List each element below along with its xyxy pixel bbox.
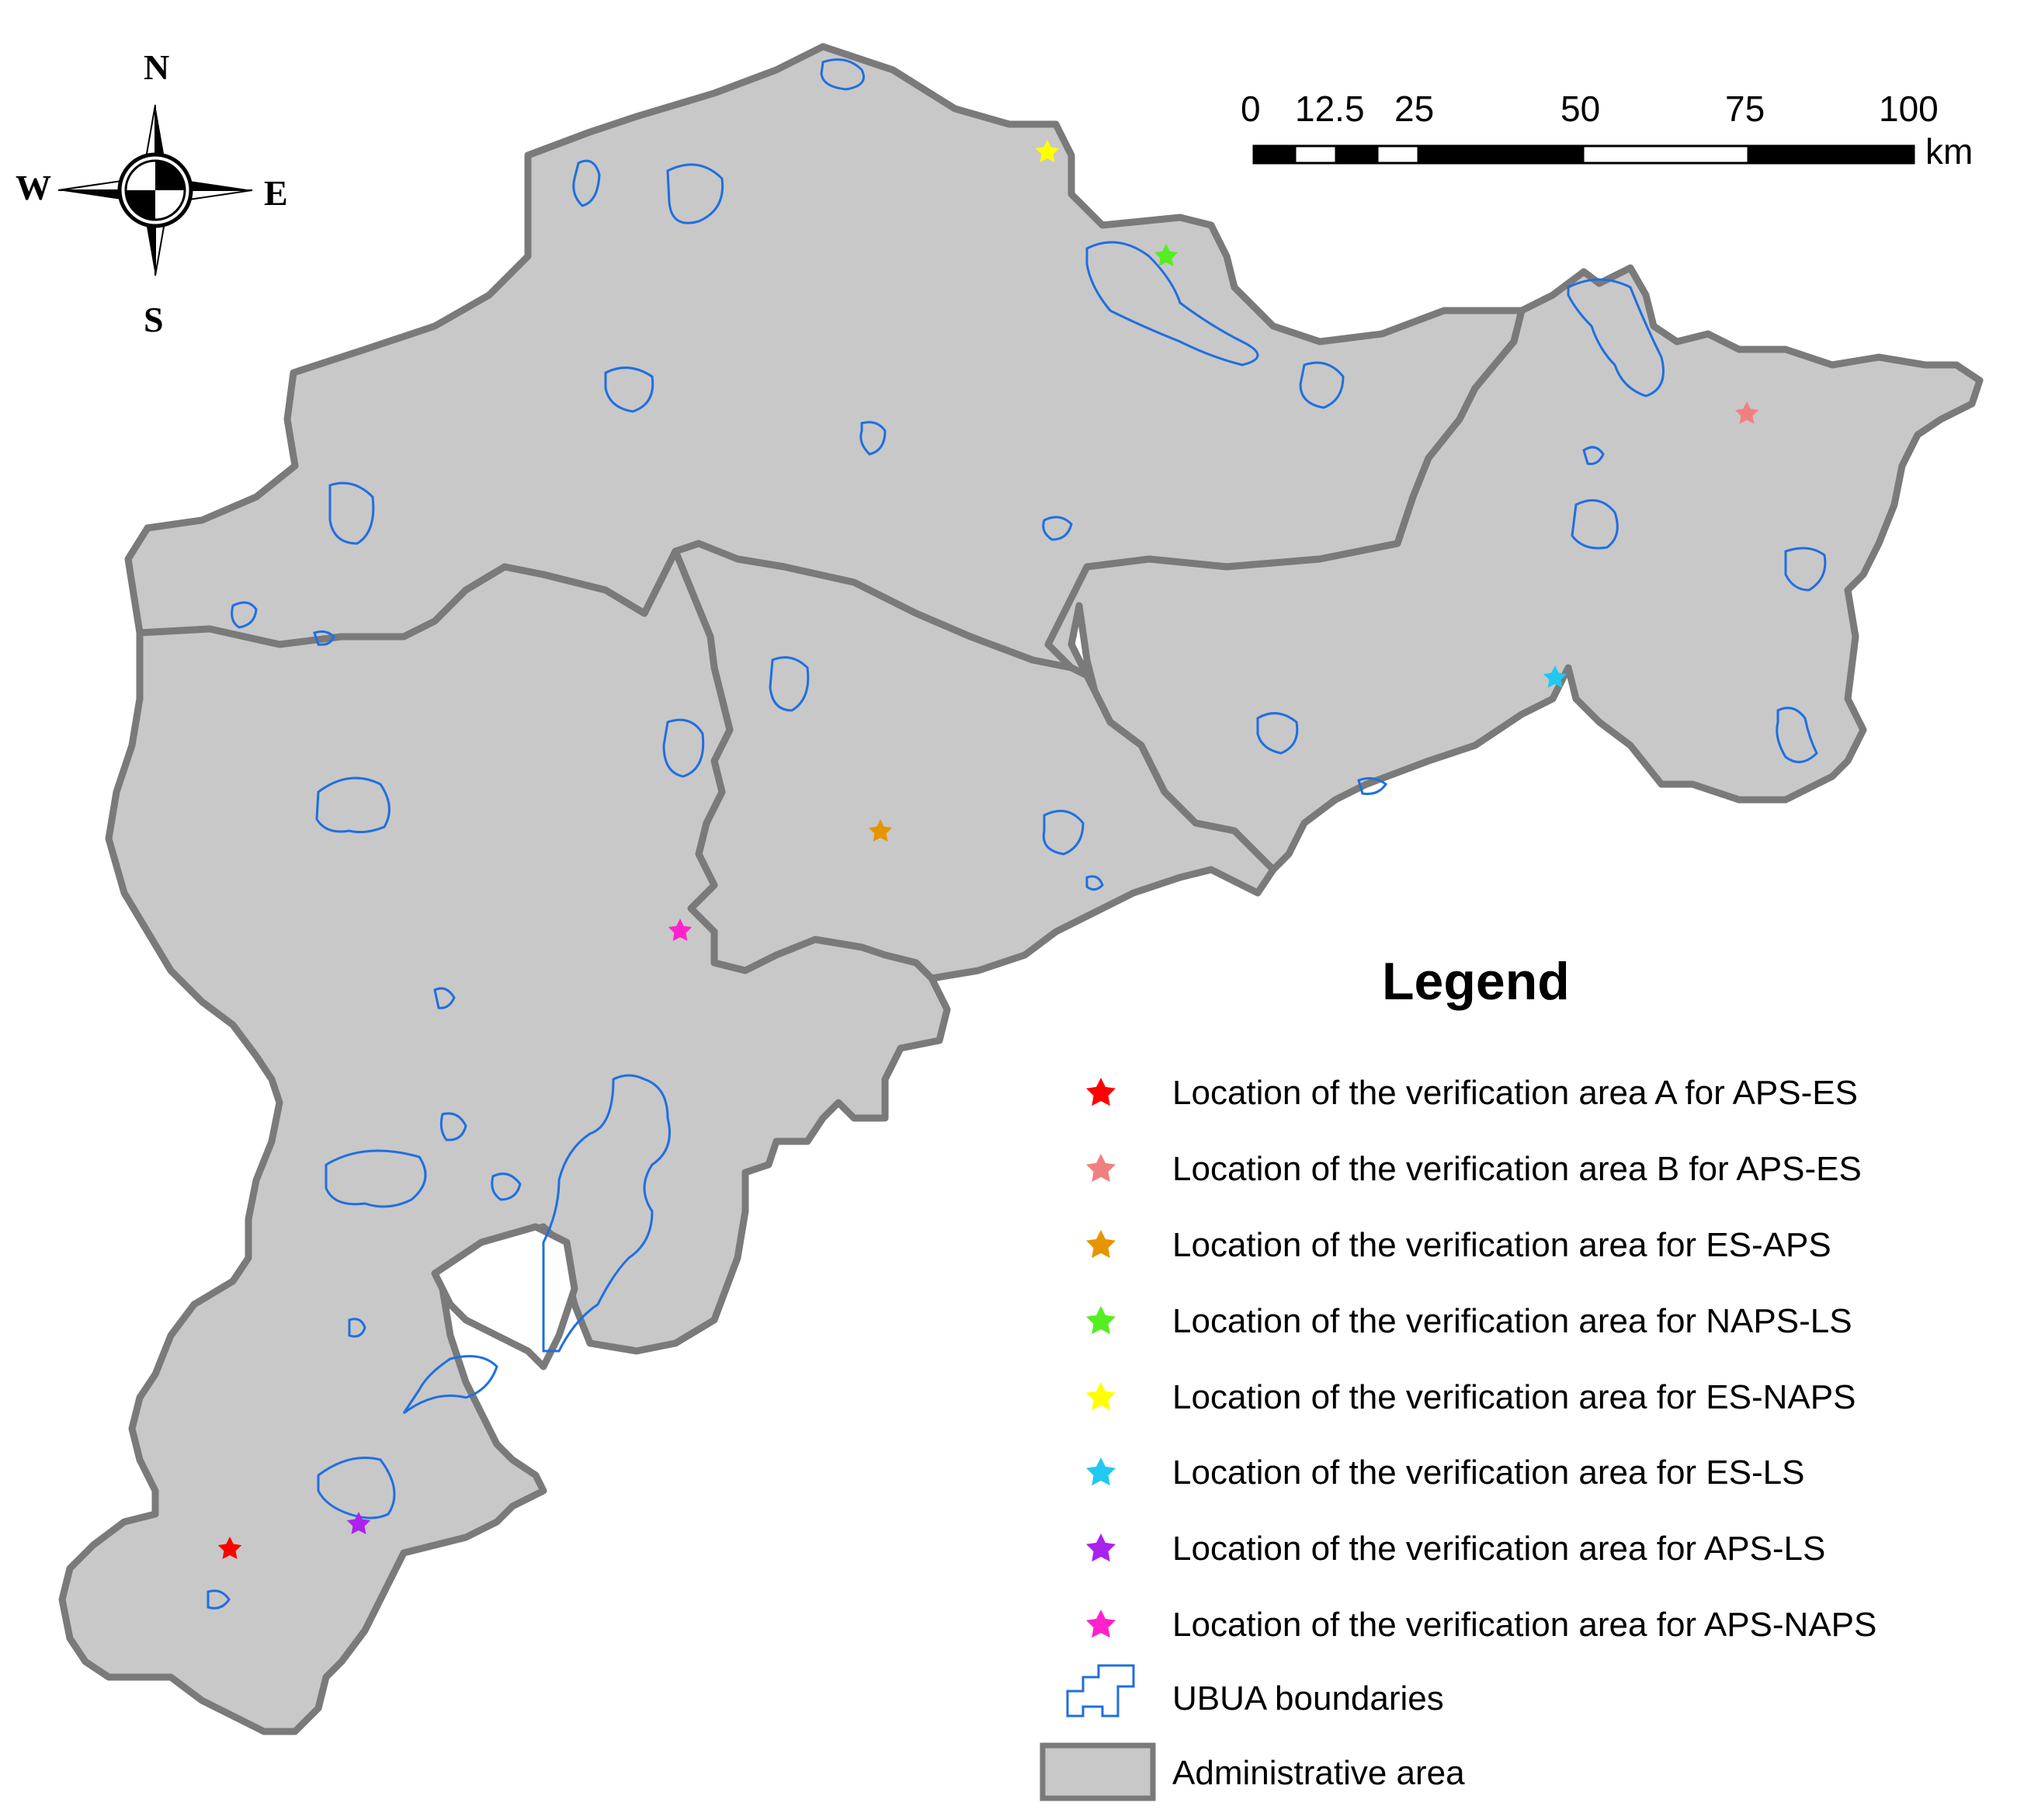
legend-star-red bbox=[1086, 1078, 1116, 1106]
ubua-polygon bbox=[439, 1112, 467, 1141]
legend-item-label: Location of the verification area for ES… bbox=[1172, 1378, 1856, 1416]
legend-star-magenta bbox=[1086, 1610, 1116, 1638]
ubua-polygon bbox=[1042, 809, 1085, 856]
legend-item-label: Location of the verification area for AP… bbox=[1172, 1606, 1877, 1644]
legend-star-green bbox=[1086, 1306, 1116, 1335]
ubua-polygon bbox=[662, 718, 705, 778]
star-es-naps bbox=[1035, 140, 1060, 162]
ubua-polygon bbox=[604, 366, 654, 413]
ubua-polygon bbox=[1567, 278, 1665, 398]
scale-tick-label: 50 bbox=[1560, 89, 1601, 129]
scale-unit: km bbox=[1925, 131, 1974, 172]
legend-item-label: Location of the verification area B for … bbox=[1172, 1150, 1862, 1188]
ubua-polygon bbox=[231, 601, 258, 629]
ubua-boundaries bbox=[207, 58, 1827, 1610]
legend-item-label: UBUA boundaries bbox=[1172, 1679, 1444, 1718]
ubua-polygon bbox=[1571, 498, 1619, 550]
star-es-aps bbox=[868, 819, 893, 842]
ubua-polygon bbox=[1299, 361, 1345, 409]
legend-item-label: Location of the verification area for ES… bbox=[1172, 1454, 1805, 1492]
ubua-polygon bbox=[491, 1172, 522, 1201]
ubua-polygon bbox=[572, 159, 601, 207]
ubua-polygon bbox=[1256, 712, 1299, 755]
ubua-polygon bbox=[317, 1457, 396, 1520]
ubua-polygon bbox=[1085, 241, 1259, 366]
star-aps-naps bbox=[668, 919, 693, 941]
ubua-polygon bbox=[325, 1149, 427, 1208]
ubua-polygon bbox=[1357, 776, 1388, 795]
legend-star-purple bbox=[1086, 1533, 1116, 1562]
compass-label-east: E bbox=[264, 173, 288, 213]
ubua-polygon bbox=[313, 630, 335, 646]
ubua-polygon bbox=[433, 987, 456, 1009]
ubua-polygon bbox=[328, 481, 375, 545]
legend-ubua-swatch bbox=[1066, 1664, 1135, 1718]
ubua-polygon bbox=[820, 58, 865, 91]
compass-label-south: S bbox=[144, 300, 164, 339]
scale-tick-label: 75 bbox=[1725, 89, 1765, 129]
legend-star-salmon bbox=[1086, 1154, 1116, 1183]
ubua-polygon bbox=[1042, 516, 1073, 541]
compass-label-west: W bbox=[16, 168, 51, 207]
scale-tick-label: 12.5 bbox=[1295, 89, 1365, 129]
star-naps-ls bbox=[1154, 244, 1179, 266]
compass-label-north: N bbox=[144, 47, 170, 87]
ubua-polygon bbox=[348, 1318, 366, 1338]
star-aps-ls bbox=[346, 1512, 371, 1534]
ubua-polygon bbox=[1784, 547, 1827, 592]
legend-title: Legend bbox=[1382, 952, 1570, 1011]
star-es-ls bbox=[1543, 665, 1567, 688]
legend-admin-swatch bbox=[1040, 1742, 1156, 1801]
ubua-polygon bbox=[1085, 875, 1104, 891]
ubua-polygon bbox=[402, 1355, 498, 1415]
scale-tick-label: 0 bbox=[1241, 89, 1261, 129]
legend-star-orange bbox=[1086, 1230, 1116, 1259]
verification-stars bbox=[217, 140, 1759, 1559]
ubua-polygon bbox=[1776, 707, 1818, 763]
scale-tick-label: 25 bbox=[1394, 89, 1435, 129]
legend-item-label: Administrative area bbox=[1172, 1754, 1465, 1792]
ubua-polygon bbox=[315, 776, 391, 834]
legend-item-label: Location of the verification area for AP… bbox=[1172, 1530, 1826, 1568]
legend-star-yellow bbox=[1086, 1382, 1116, 1411]
ubua-polygon bbox=[1582, 446, 1605, 465]
scale-bar bbox=[1252, 144, 1915, 165]
legend-symbols bbox=[1040, 1078, 1156, 1801]
ubua-polygon bbox=[666, 163, 724, 224]
legend-item-label: Location of the verification area for NA… bbox=[1172, 1302, 1852, 1340]
scale-tick-label: 100 bbox=[1879, 89, 1939, 129]
compass-rose bbox=[57, 104, 253, 276]
ubua-polygon bbox=[542, 1074, 671, 1353]
star-area-b-aps-es bbox=[1734, 401, 1759, 424]
legend-item-label: Location of the verification area for ES… bbox=[1172, 1226, 1831, 1264]
ubua-polygon bbox=[769, 656, 810, 712]
ubua-polygon bbox=[859, 421, 887, 456]
ubua-polygon bbox=[207, 1589, 231, 1610]
legend-star-cyan bbox=[1086, 1457, 1116, 1486]
legend-item-label: Location of the verification area A for … bbox=[1172, 1074, 1858, 1112]
admin-region-southwest bbox=[58, 547, 951, 1735]
star-area-a-aps-es bbox=[217, 1537, 242, 1559]
